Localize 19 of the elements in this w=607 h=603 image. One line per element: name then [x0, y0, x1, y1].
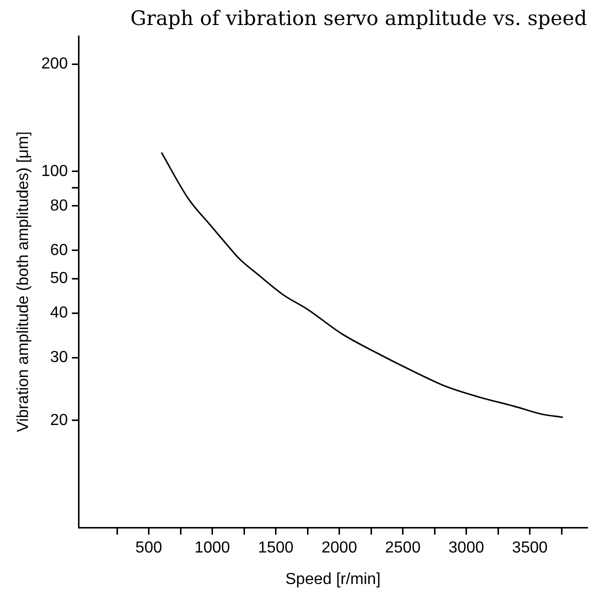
- y-tick-label: 60: [50, 242, 68, 259]
- y-tick-label: 200: [41, 56, 68, 73]
- y-tick-label: 80: [50, 197, 68, 214]
- y-tick-label: 50: [50, 270, 68, 288]
- y-tick-label: 100: [41, 162, 68, 180]
- y-tick-label: 30: [50, 349, 68, 366]
- y-tick-label: 20: [50, 412, 68, 429]
- x-tick-label: 1500: [258, 540, 294, 557]
- x-tick-label: 1000: [194, 540, 230, 557]
- line-series: [160, 152, 564, 418]
- y-tick-label: 40: [50, 304, 68, 322]
- x-tick-label: 3500: [512, 540, 548, 557]
- x-tick-label: 2500: [385, 540, 421, 557]
- y-axis-title: Vibration amplitude (both amplitudes) [μm]: [15, 131, 32, 432]
- x-tick-label: 3000: [448, 540, 484, 557]
- x-tick-label: 500: [135, 540, 162, 557]
- x-axis-title: Speed [r/min]: [285, 570, 381, 588]
- chart-title: Graph of vibration servo amplitude vs. speed: [130, 6, 588, 30]
- x-tick-label: 2000: [322, 540, 358, 557]
